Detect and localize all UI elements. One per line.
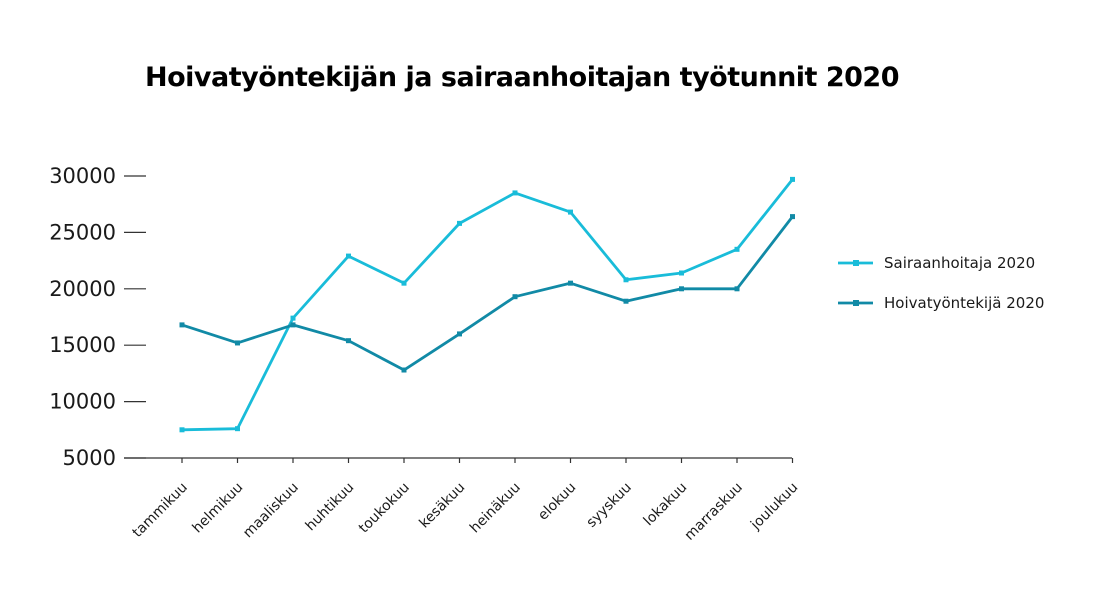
data-point	[179, 322, 185, 328]
x-tick-label: marraskuu	[682, 480, 746, 544]
data-point	[623, 298, 629, 304]
legend-marker	[853, 260, 859, 266]
data-point	[290, 315, 296, 321]
data-point	[790, 176, 795, 182]
legend-label: Sairaanhoitaja 2020	[884, 254, 1035, 272]
data-point	[290, 322, 296, 328]
data-point	[235, 340, 240, 346]
data-point	[235, 426, 240, 432]
y-tick-label: 10000	[49, 390, 116, 414]
data-point	[679, 286, 684, 292]
y-tick-label: 30000	[49, 164, 116, 188]
x-tick-label: elokuu	[535, 480, 579, 524]
x-tick-label: syyskuu	[583, 480, 634, 531]
x-tick-label: tammikuu	[130, 480, 191, 541]
data-point	[401, 367, 407, 373]
data-point	[512, 190, 518, 196]
data-point	[457, 220, 462, 226]
y-tick-label: 15000	[49, 333, 116, 357]
y-tick-label: 20000	[49, 277, 116, 301]
data-point	[568, 209, 573, 215]
x-tick-label: maaliskuu	[240, 480, 302, 542]
y-tick-label: 25000	[49, 220, 116, 244]
x-tick-label: joulukuu	[747, 480, 801, 534]
data-point	[401, 280, 407, 286]
x-tick-label: toukokuu	[356, 480, 413, 537]
y-tick-label: 5000	[63, 446, 116, 470]
chart-title: Hoivatyöntekijän ja sairaanhoitajan työt…	[145, 62, 900, 93]
data-point	[568, 280, 573, 286]
series-line	[181, 215, 794, 372]
legend-marker	[853, 300, 859, 306]
data-point	[734, 246, 740, 252]
data-point	[679, 270, 684, 276]
data-point	[346, 253, 351, 259]
x-tick-label: huhtikuu	[303, 480, 358, 535]
data-point	[512, 294, 518, 300]
data-point	[734, 286, 740, 292]
x-tick-label: helmikuu	[190, 480, 247, 537]
data-point	[457, 331, 462, 337]
data-point	[623, 277, 629, 283]
data-point	[346, 338, 351, 344]
x-tick-label: kesäkuu	[416, 480, 468, 532]
legend-label: Hoivatyöntekijä 2020	[884, 294, 1044, 312]
series-line	[181, 178, 794, 432]
x-tick-label: lokakuu	[641, 480, 691, 530]
data-point	[179, 427, 185, 433]
x-tick-label: heinäkuu	[467, 480, 524, 537]
data-point	[790, 214, 795, 220]
